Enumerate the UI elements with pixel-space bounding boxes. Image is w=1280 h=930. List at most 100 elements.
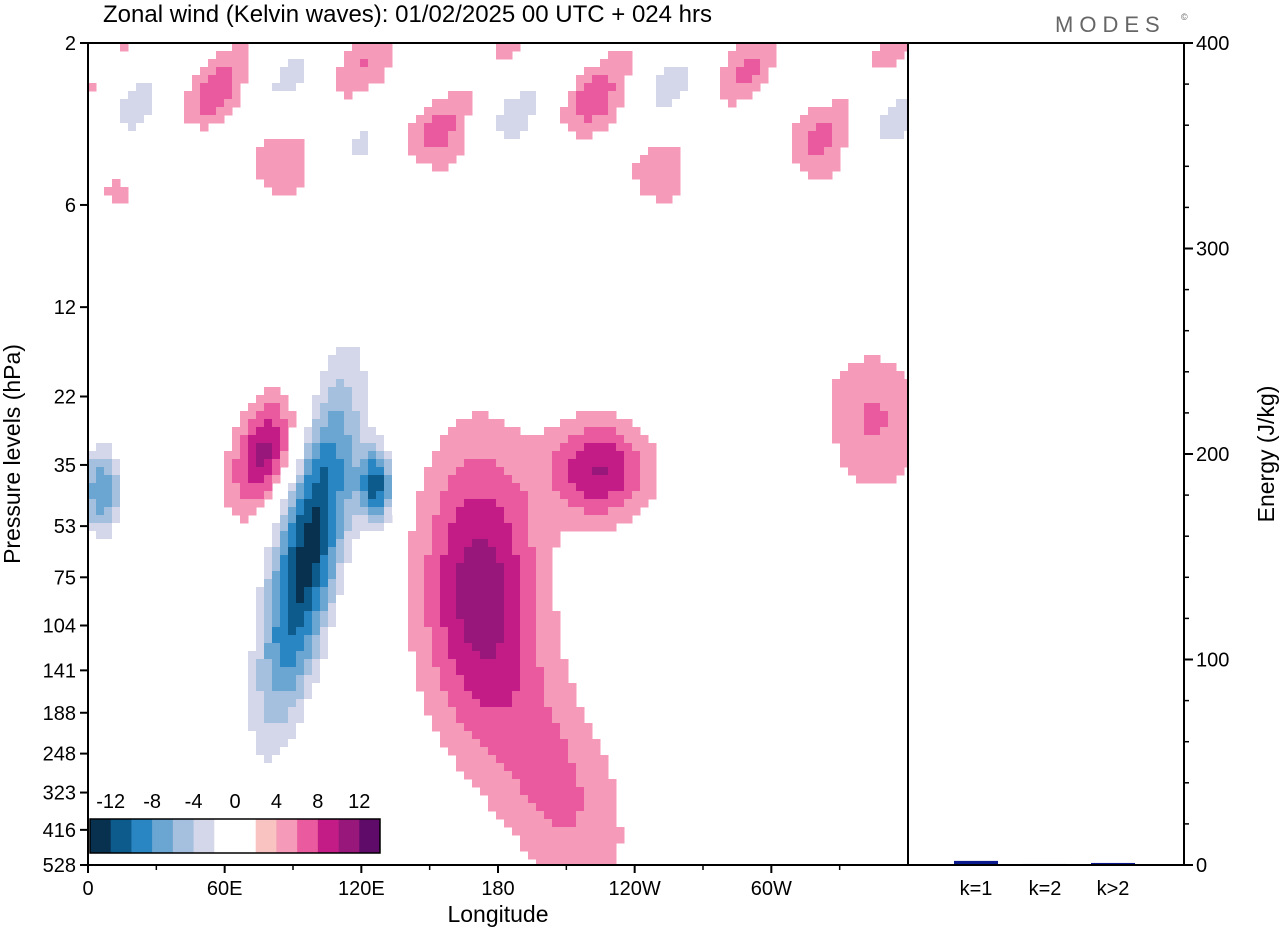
wind-cell [584, 787, 593, 796]
wind-cell [504, 723, 513, 732]
wind-cell [544, 539, 553, 548]
wind-cell [648, 67, 657, 76]
wind-cell [288, 531, 297, 540]
wind-cell [536, 91, 545, 100]
wind-cell [560, 419, 569, 428]
wind-cell [352, 475, 361, 484]
wind-cell [344, 587, 353, 596]
wind-cell [512, 723, 521, 732]
colorbar-tick-label: 0 [229, 791, 240, 813]
wind-cell [440, 451, 449, 460]
energy-tick-label: 300 [1196, 239, 1229, 261]
wind-cell [120, 475, 129, 484]
wind-cell [488, 451, 497, 460]
wind-cell [232, 427, 241, 436]
wind-cell [248, 635, 257, 644]
wind-cell [480, 747, 489, 756]
wind-cell [328, 403, 337, 412]
wind-cell [464, 563, 473, 572]
wind-cell [416, 683, 425, 692]
wind-cell [584, 435, 593, 444]
wind-cell [528, 603, 537, 612]
wind-cell [320, 363, 329, 372]
wind-cell [640, 475, 649, 484]
wind-cell [440, 683, 449, 692]
wind-cell [472, 731, 481, 740]
wind-cell [264, 139, 273, 148]
wind-cell [544, 731, 553, 740]
wind-cell [528, 707, 537, 716]
colorbar-swatch [90, 819, 112, 853]
wind-cell [720, 67, 729, 76]
wind-cell [304, 515, 313, 524]
wind-cell [560, 859, 569, 865]
wind-cell [448, 675, 457, 684]
wind-cell [112, 531, 121, 540]
wind-cell [592, 811, 601, 820]
wind-cell [496, 539, 505, 548]
wind-cell [360, 419, 369, 428]
wind-cell [184, 171, 193, 180]
wind-cell [424, 611, 433, 620]
wind-cell [336, 411, 345, 420]
brand-logo: MODES © [1055, 12, 1188, 37]
wind-cell [464, 587, 473, 596]
wind-cell [440, 643, 449, 652]
brand-name: MODES [1055, 12, 1166, 37]
wind-cell [832, 99, 841, 108]
wind-cell [736, 43, 745, 52]
wind-cell [528, 507, 537, 516]
wind-cell [416, 67, 425, 76]
wind-cell [440, 579, 449, 588]
wind-cell [560, 427, 569, 436]
wind-cell [552, 675, 561, 684]
wind-cell [560, 523, 569, 532]
wind-cell [888, 459, 897, 468]
wind-cell [296, 627, 305, 636]
wind-cell [528, 459, 537, 468]
wind-cell [144, 91, 153, 100]
wind-cell [592, 443, 601, 452]
wind-cell [432, 483, 441, 492]
wind-cell [232, 475, 241, 484]
wind-cell [552, 827, 561, 836]
wind-cell [840, 427, 849, 436]
wind-cell [240, 467, 249, 476]
wind-cell [368, 43, 377, 52]
wind-cell [440, 43, 449, 52]
wind-cell [528, 555, 537, 564]
wind-cell [824, 59, 833, 68]
wind-cell [288, 563, 297, 572]
wind-cell [584, 723, 593, 732]
wind-cell [440, 555, 449, 564]
wind-cell [560, 171, 569, 180]
wind-cell [448, 451, 457, 460]
wind-cell [576, 443, 585, 452]
wind-cell [264, 619, 273, 628]
wind-cell [480, 547, 489, 556]
wind-cell [264, 75, 273, 84]
wind-cell [504, 787, 513, 796]
wind-cell [464, 491, 473, 500]
wind-cell [424, 131, 433, 140]
wind-cell [272, 643, 281, 652]
wind-cell [344, 595, 353, 604]
wind-cell [816, 139, 825, 148]
wind-cell [384, 435, 393, 444]
wind-cell [192, 163, 201, 172]
wind-cell [360, 475, 369, 484]
wind-cell [264, 755, 273, 764]
wind-cell [528, 811, 537, 820]
wind-cell [264, 699, 273, 708]
wind-cell [264, 611, 273, 620]
wind-cell [528, 851, 537, 860]
wind-cell [456, 475, 465, 484]
wind-cell [296, 683, 305, 692]
wind-cell [312, 403, 321, 412]
wind-cell [456, 491, 465, 500]
wind-cell [576, 835, 585, 844]
wind-cell [472, 675, 481, 684]
wind-cell [352, 51, 361, 60]
wind-cell [288, 515, 297, 524]
wind-cell [248, 651, 257, 660]
